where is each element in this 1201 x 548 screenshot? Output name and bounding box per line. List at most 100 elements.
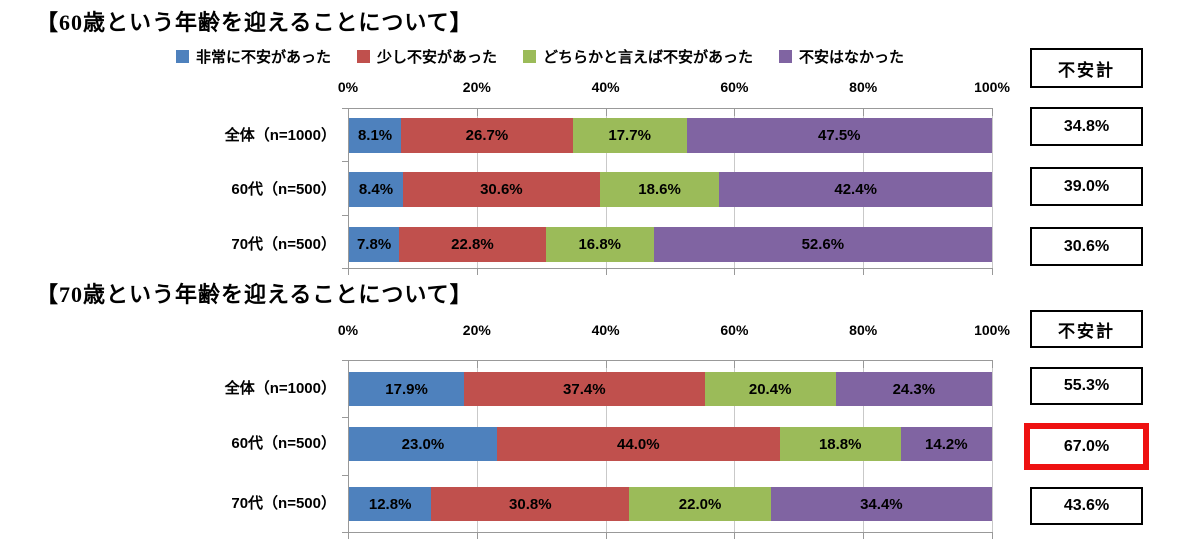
- chart0-top-tick-mark: [605, 108, 607, 116]
- chart1-category-label: 全体（n=1000）: [224, 380, 336, 397]
- chart0-bottom-tick-mark: [605, 268, 607, 275]
- chart0-top-tick-mark: [992, 108, 993, 116]
- chart1-bar-segment: 22.0%: [629, 487, 771, 521]
- chart0-value-axis: [348, 108, 349, 269]
- chart0-category-label: 60代（n=500）: [231, 181, 336, 198]
- chart1-bar-segment: 17.9%: [349, 372, 465, 406]
- bar-value-label: 20.4%: [748, 380, 792, 398]
- chart0-bar-segment: 30.6%: [403, 172, 600, 207]
- chart1-bar-segment: 14.2%: [900, 427, 992, 461]
- chart0-axis-tick-label: 0%: [337, 79, 359, 95]
- chart1-bottom-tick-mark: [734, 532, 736, 539]
- bar-value-label: 26.7%: [465, 127, 509, 144]
- chart1-category-tick-mark: [342, 475, 348, 476]
- bar-value-label: 18.6%: [638, 181, 681, 198]
- bar-value-label: 30.8%: [509, 495, 552, 513]
- legend-label: どちらかと言えば不安があった: [543, 49, 754, 66]
- chart1-bar-segment: 20.4%: [704, 372, 836, 406]
- chart0-bottom-tick-mark: [476, 268, 478, 275]
- chart0-category-label: 70代（n=500）: [231, 236, 336, 253]
- chart1-top-tick-mark: [476, 360, 478, 368]
- chart1-value-axis: [348, 360, 349, 533]
- chart1-bottom-tick-mark: [476, 532, 478, 539]
- chart1-top-tick-mark: [734, 360, 736, 368]
- chart1-category-tick-mark: [342, 532, 348, 533]
- bar-value-label: 22.0%: [678, 495, 722, 513]
- chart0-bar-segment: 16.8%: [545, 227, 654, 262]
- chart1-bar-segment: 30.8%: [431, 487, 630, 521]
- legend-item-very-anxious: 非常に不安があった: [175, 46, 331, 67]
- legend-swatch-purple-icon: [779, 50, 793, 63]
- chart1-category-tick-mark: [342, 360, 348, 361]
- chart0-bar-segment: 52.6%: [653, 227, 992, 262]
- chart0-bar-segment: 47.5%: [686, 118, 992, 153]
- bar-value-label: 14.2%: [925, 435, 968, 453]
- summary-header-70: 不安計: [1030, 310, 1143, 348]
- chart1-bottom-tick-mark: [863, 532, 865, 539]
- chart0-bar-segment: 8.1%: [349, 118, 402, 153]
- chart1-axis-tick-label: 60%: [720, 322, 749, 338]
- chart1-bar-segment: 34.4%: [770, 487, 992, 521]
- chart1-category-tick-mark: [342, 417, 348, 418]
- chart-70-title: 【70歳という年齢を迎えることについて】: [36, 282, 473, 307]
- bar-value-label: 8.4%: [358, 181, 394, 198]
- chart0-bottom-tick-mark: [734, 268, 736, 275]
- chart1-bar-segment: 44.0%: [496, 427, 780, 461]
- chart0-summary-value-box: 39.0%: [1030, 167, 1143, 206]
- chart1-top-tick-mark: [863, 360, 865, 368]
- summary-header-60: 不安計: [1030, 48, 1143, 88]
- chart1-bar-row: 23.0% 44.0% 18.8% 14.2%: [349, 427, 992, 461]
- chart0-axis-tick-label: 80%: [849, 79, 878, 95]
- chart0-top-tick-mark: [734, 108, 736, 116]
- chart0-gridline: [992, 108, 993, 268]
- chart0-bar-segment: 26.7%: [401, 118, 573, 153]
- chart1-bar-row: 12.8% 30.8% 22.0% 34.4%: [349, 487, 992, 521]
- bar-value-label: 8.1%: [357, 127, 393, 144]
- legend-swatch-green-icon: [523, 50, 536, 63]
- chart0-category-tick-mark: [342, 215, 348, 216]
- bar-value-label: 23.0%: [401, 435, 445, 453]
- chart1-top-tick-mark: [992, 360, 993, 368]
- chart1-bottom-tick-mark: [348, 532, 349, 539]
- chart1-bottom-tick-mark: [992, 532, 993, 539]
- chart0-bar-segment: 17.7%: [572, 118, 687, 153]
- chart-60-title: 【60歳という年齢を迎えることについて】: [36, 10, 473, 35]
- chart0-axis-tick-label: 100%: [974, 79, 1010, 95]
- chart1-bar-segment: 18.8%: [779, 427, 901, 461]
- legend-swatch-blue-icon: [175, 50, 189, 63]
- chart0-bar-row: 7.8% 22.8% 16.8% 52.6%: [349, 227, 992, 262]
- legend-label: 少し不安があった: [376, 49, 497, 66]
- chart1-axis-tick-label: 100%: [974, 322, 1010, 338]
- bar-value-label: 18.8%: [818, 435, 862, 453]
- chart0-axis-tick-label: 60%: [720, 79, 749, 95]
- chart1-gridline: [992, 360, 993, 532]
- bar-value-label: 16.8%: [578, 236, 622, 253]
- legend-label: 非常に不安があった: [195, 49, 331, 66]
- legend: 非常に不安があった 少し不安があった どちらかと言えば不安があった 不安はなかっ…: [50, 46, 1030, 67]
- chart0-axis-tick-label: 40%: [591, 79, 620, 95]
- bar-value-label: 42.4%: [834, 181, 877, 198]
- chart0-bar-segment: 22.8%: [399, 227, 546, 262]
- chart0-category-tick-mark: [342, 268, 348, 269]
- legend-item-no-anxiety: 不安はなかった: [779, 46, 904, 67]
- bar-value-label: 44.0%: [617, 435, 660, 453]
- chart0-top-tick-mark: [348, 108, 349, 116]
- chart1-summary-value-box: 43.6%: [1030, 487, 1143, 525]
- chart0-plot-top-border: [348, 108, 992, 109]
- bar-value-label: 22.8%: [451, 236, 494, 253]
- bar-value-label: 52.6%: [801, 236, 845, 253]
- legend-item-somewhat-anxious: 少し不安があった: [356, 46, 497, 67]
- chart1-bar-segment: 23.0%: [349, 427, 497, 461]
- chart1-bar-segment: 12.8%: [349, 487, 432, 521]
- bar-value-label: 7.8%: [356, 236, 392, 253]
- chart0-bar-segment: 7.8%: [349, 227, 400, 262]
- bar-value-label: 37.4%: [563, 380, 606, 398]
- chart1-summary-value-box: 55.3%: [1030, 367, 1143, 405]
- legend-label: 不安はなかった: [799, 49, 905, 66]
- legend-swatch-red-icon: [356, 50, 370, 63]
- chart1-plot-bottom-border: [348, 532, 992, 533]
- chart1-category-label: 70代（n=500）: [231, 495, 336, 512]
- bar-value-label: 17.9%: [385, 380, 428, 398]
- chart0-category-tick-mark: [342, 108, 348, 109]
